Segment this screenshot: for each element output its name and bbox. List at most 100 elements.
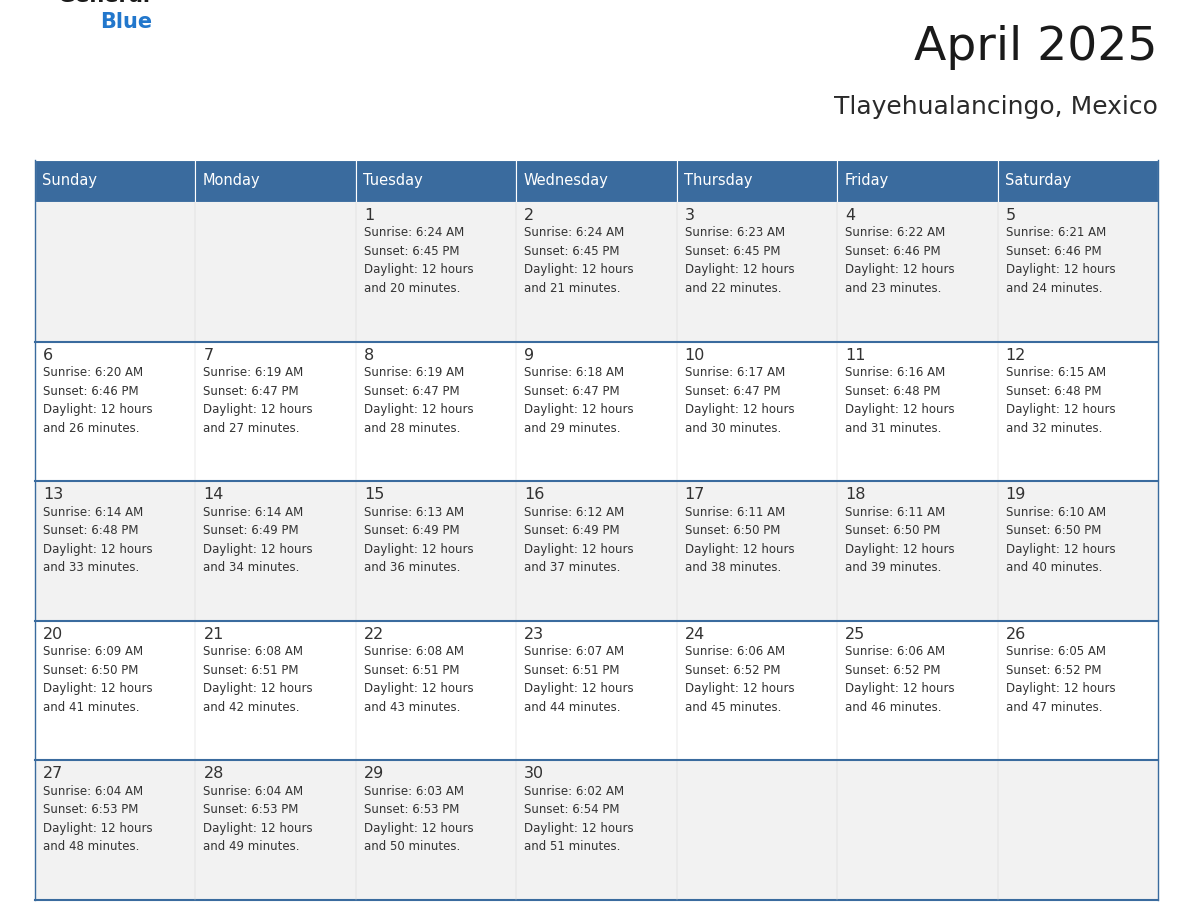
Bar [998, 341, 1158, 481]
Bar [838, 481, 998, 621]
Text: 16: 16 [524, 487, 544, 502]
Text: Daylight: 12 hours: Daylight: 12 hours [364, 822, 474, 834]
Bar [517, 202, 677, 341]
Text: Daylight: 12 hours: Daylight: 12 hours [845, 403, 955, 416]
Text: Daylight: 12 hours: Daylight: 12 hours [364, 263, 474, 276]
Bar [517, 760, 677, 900]
Bar [356, 341, 517, 481]
Text: Sunset: 6:51 PM: Sunset: 6:51 PM [203, 664, 299, 677]
Text: Blue: Blue [100, 12, 152, 32]
Text: 20: 20 [43, 627, 63, 642]
Text: 29: 29 [364, 767, 384, 781]
Text: 24: 24 [684, 627, 704, 642]
Bar [356, 760, 517, 900]
Text: Daylight: 12 hours: Daylight: 12 hours [845, 543, 955, 555]
Text: 3: 3 [684, 208, 695, 223]
Text: Sunset: 6:51 PM: Sunset: 6:51 PM [364, 664, 460, 677]
Bar [677, 202, 838, 341]
Bar [34, 621, 196, 760]
Text: Daylight: 12 hours: Daylight: 12 hours [1005, 543, 1116, 555]
Text: Sunset: 6:52 PM: Sunset: 6:52 PM [1005, 664, 1101, 677]
Text: Sunrise: 6:15 AM: Sunrise: 6:15 AM [1005, 366, 1106, 379]
Text: 18: 18 [845, 487, 866, 502]
Text: Sunset: 6:53 PM: Sunset: 6:53 PM [203, 803, 299, 816]
Text: Sunrise: 6:24 AM: Sunrise: 6:24 AM [364, 227, 465, 240]
Text: Daylight: 12 hours: Daylight: 12 hours [203, 682, 314, 695]
Text: Sunset: 6:47 PM: Sunset: 6:47 PM [364, 385, 460, 397]
Text: and 22 minutes.: and 22 minutes. [684, 282, 782, 295]
Bar [196, 202, 356, 341]
Text: Sunrise: 6:16 AM: Sunrise: 6:16 AM [845, 366, 946, 379]
Text: Sunset: 6:50 PM: Sunset: 6:50 PM [43, 664, 138, 677]
Text: 12: 12 [1005, 348, 1026, 363]
Bar [196, 760, 356, 900]
Bar [34, 160, 196, 202]
Text: 30: 30 [524, 767, 544, 781]
Text: Sunset: 6:48 PM: Sunset: 6:48 PM [1005, 385, 1101, 397]
Text: 19: 19 [1005, 487, 1026, 502]
Text: and 40 minutes.: and 40 minutes. [1005, 561, 1102, 574]
Bar [196, 621, 356, 760]
Text: Daylight: 12 hours: Daylight: 12 hours [43, 403, 152, 416]
Text: Sunset: 6:53 PM: Sunset: 6:53 PM [364, 803, 460, 816]
Text: Sunset: 6:47 PM: Sunset: 6:47 PM [203, 385, 299, 397]
Bar [998, 621, 1158, 760]
Text: and 47 minutes.: and 47 minutes. [1005, 700, 1102, 714]
Text: Sunset: 6:50 PM: Sunset: 6:50 PM [845, 524, 941, 537]
Text: Sunrise: 6:21 AM: Sunrise: 6:21 AM [1005, 227, 1106, 240]
Text: Sunrise: 6:13 AM: Sunrise: 6:13 AM [364, 506, 465, 519]
Text: Sunrise: 6:03 AM: Sunrise: 6:03 AM [364, 785, 463, 798]
Text: Daylight: 12 hours: Daylight: 12 hours [684, 403, 795, 416]
Text: Sunrise: 6:24 AM: Sunrise: 6:24 AM [524, 227, 625, 240]
Text: and 49 minutes.: and 49 minutes. [203, 840, 299, 854]
Text: Daylight: 12 hours: Daylight: 12 hours [203, 543, 314, 555]
Text: Sunset: 6:51 PM: Sunset: 6:51 PM [524, 664, 620, 677]
Bar [517, 481, 677, 621]
Bar [356, 621, 517, 760]
Text: Daylight: 12 hours: Daylight: 12 hours [524, 403, 634, 416]
Text: April 2025: April 2025 [915, 25, 1158, 70]
Text: Sunset: 6:53 PM: Sunset: 6:53 PM [43, 803, 138, 816]
Text: Sunrise: 6:14 AM: Sunrise: 6:14 AM [203, 506, 304, 519]
Bar [677, 760, 838, 900]
Bar [356, 481, 517, 621]
Text: 6: 6 [43, 348, 53, 363]
Text: Sunrise: 6:19 AM: Sunrise: 6:19 AM [364, 366, 465, 379]
Text: 4: 4 [845, 208, 855, 223]
Text: 13: 13 [43, 487, 63, 502]
Text: Sunrise: 6:06 AM: Sunrise: 6:06 AM [845, 645, 946, 658]
Bar [517, 341, 677, 481]
Text: and 36 minutes.: and 36 minutes. [364, 561, 460, 574]
Text: and 37 minutes.: and 37 minutes. [524, 561, 620, 574]
Text: Daylight: 12 hours: Daylight: 12 hours [364, 403, 474, 416]
Text: Sunrise: 6:12 AM: Sunrise: 6:12 AM [524, 506, 625, 519]
Text: Daylight: 12 hours: Daylight: 12 hours [1005, 682, 1116, 695]
Text: Sunrise: 6:08 AM: Sunrise: 6:08 AM [364, 645, 463, 658]
Bar [196, 341, 356, 481]
Text: Sunset: 6:52 PM: Sunset: 6:52 PM [684, 664, 781, 677]
Bar [998, 160, 1158, 202]
Text: Tuesday: Tuesday [362, 174, 423, 188]
Text: Sunset: 6:45 PM: Sunset: 6:45 PM [364, 245, 460, 258]
Text: Sunset: 6:47 PM: Sunset: 6:47 PM [524, 385, 620, 397]
Text: 14: 14 [203, 487, 223, 502]
Bar [998, 760, 1158, 900]
Text: 17: 17 [684, 487, 706, 502]
Text: Daylight: 12 hours: Daylight: 12 hours [845, 682, 955, 695]
Text: Daylight: 12 hours: Daylight: 12 hours [524, 822, 634, 834]
Text: 21: 21 [203, 627, 223, 642]
Text: Sunrise: 6:09 AM: Sunrise: 6:09 AM [43, 645, 143, 658]
Text: Sunday: Sunday [42, 174, 97, 188]
Bar [34, 760, 196, 900]
Text: Sunset: 6:50 PM: Sunset: 6:50 PM [684, 524, 781, 537]
Text: and 28 minutes.: and 28 minutes. [364, 421, 460, 434]
Text: Sunset: 6:50 PM: Sunset: 6:50 PM [1005, 524, 1101, 537]
Bar [356, 160, 517, 202]
Text: 27: 27 [43, 767, 63, 781]
Text: and 24 minutes.: and 24 minutes. [1005, 282, 1102, 295]
Text: Sunrise: 6:19 AM: Sunrise: 6:19 AM [203, 366, 304, 379]
Text: Sunrise: 6:08 AM: Sunrise: 6:08 AM [203, 645, 303, 658]
Text: Sunset: 6:52 PM: Sunset: 6:52 PM [845, 664, 941, 677]
Bar [838, 160, 998, 202]
Text: and 21 minutes.: and 21 minutes. [524, 282, 621, 295]
